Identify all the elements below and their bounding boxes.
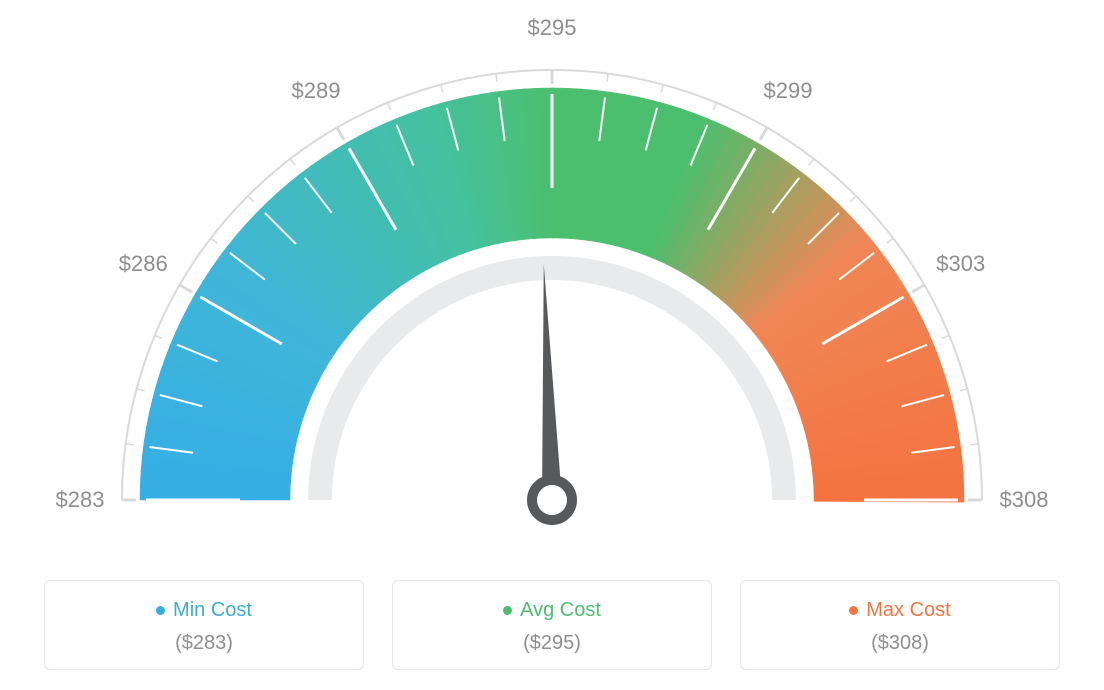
legend-label-max: Max Cost [866,599,950,622]
legend-value-min: ($283) [55,632,353,655]
legend-value-max: ($308) [751,632,1049,655]
legend-label-min: Min Cost [173,599,252,622]
dot-icon-min [156,606,165,615]
legend-card-max: Max Cost ($308) [740,580,1060,670]
gauge-tick-label: $283 [56,487,105,513]
legend-value-avg: ($295) [403,632,701,655]
legend-label-avg: Avg Cost [520,599,601,622]
gauge-chart: $283 $286 $289 $295 $299 $303 $308 [0,0,1104,560]
dot-icon-avg [503,606,512,615]
legend-card-avg: Avg Cost ($295) [392,580,712,670]
gauge-tick-label: $286 [119,251,168,277]
legend-title-avg: Avg Cost [503,599,601,622]
gauge-tick-label: $289 [292,78,341,104]
gauge-tick-label: $295 [528,15,577,41]
legend-card-min: Min Cost ($283) [44,580,364,670]
gauge-svg [0,0,1104,560]
legend-title-max: Max Cost [849,599,950,622]
dot-icon-max [849,606,858,615]
legend-title-min: Min Cost [156,599,252,622]
gauge-tick-label: $308 [1000,487,1049,513]
gauge-tick-label: $299 [764,78,813,104]
legend-row: Min Cost ($283) Avg Cost ($295) Max Cost… [0,580,1104,670]
gauge-tick-label: $303 [936,251,985,277]
